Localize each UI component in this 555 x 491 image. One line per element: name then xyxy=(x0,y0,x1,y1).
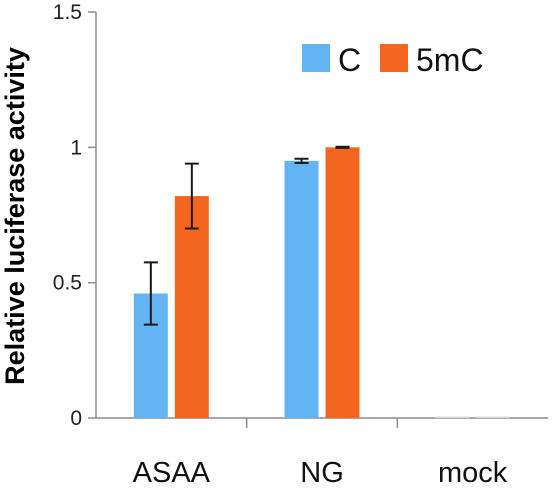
legend: C 5mC xyxy=(302,42,484,78)
bars xyxy=(133,147,511,419)
bar-c-mock xyxy=(435,416,470,418)
y-axis-title: Relative luciferase activity xyxy=(0,47,30,385)
x-category-label: mock xyxy=(438,457,508,489)
bar-c-ng xyxy=(284,160,319,418)
error-bar-c-ng xyxy=(294,157,309,165)
error-bar-5mc-asaa xyxy=(184,162,199,230)
error-bar-c-asaa xyxy=(143,261,158,326)
error-bar-5mc-ng xyxy=(335,145,350,149)
bar-5mc-mock xyxy=(476,416,511,418)
y-tick-label: 1.5 xyxy=(53,1,82,24)
y-tick-label: 0 xyxy=(70,407,82,430)
category-labels: ASAA NG mock xyxy=(133,457,508,489)
legend-swatch-5mc xyxy=(380,44,408,72)
x-category-label: ASAA xyxy=(133,457,211,489)
bar-5mc-asaa xyxy=(174,196,209,418)
error-bars xyxy=(143,145,350,326)
axes xyxy=(95,12,548,419)
y-tick-label: 1 xyxy=(70,136,82,159)
y-ticks: 0 0.5 1 1.5 xyxy=(53,1,96,430)
bar-5mc-ng xyxy=(325,147,360,419)
legend-label-5mc: 5mC xyxy=(416,42,484,78)
legend-swatch-c xyxy=(302,44,330,72)
x-ticks xyxy=(245,418,399,428)
y-tick-label: 0.5 xyxy=(53,272,82,295)
x-category-label: NG xyxy=(300,457,344,489)
legend-label-c: C xyxy=(338,42,361,78)
